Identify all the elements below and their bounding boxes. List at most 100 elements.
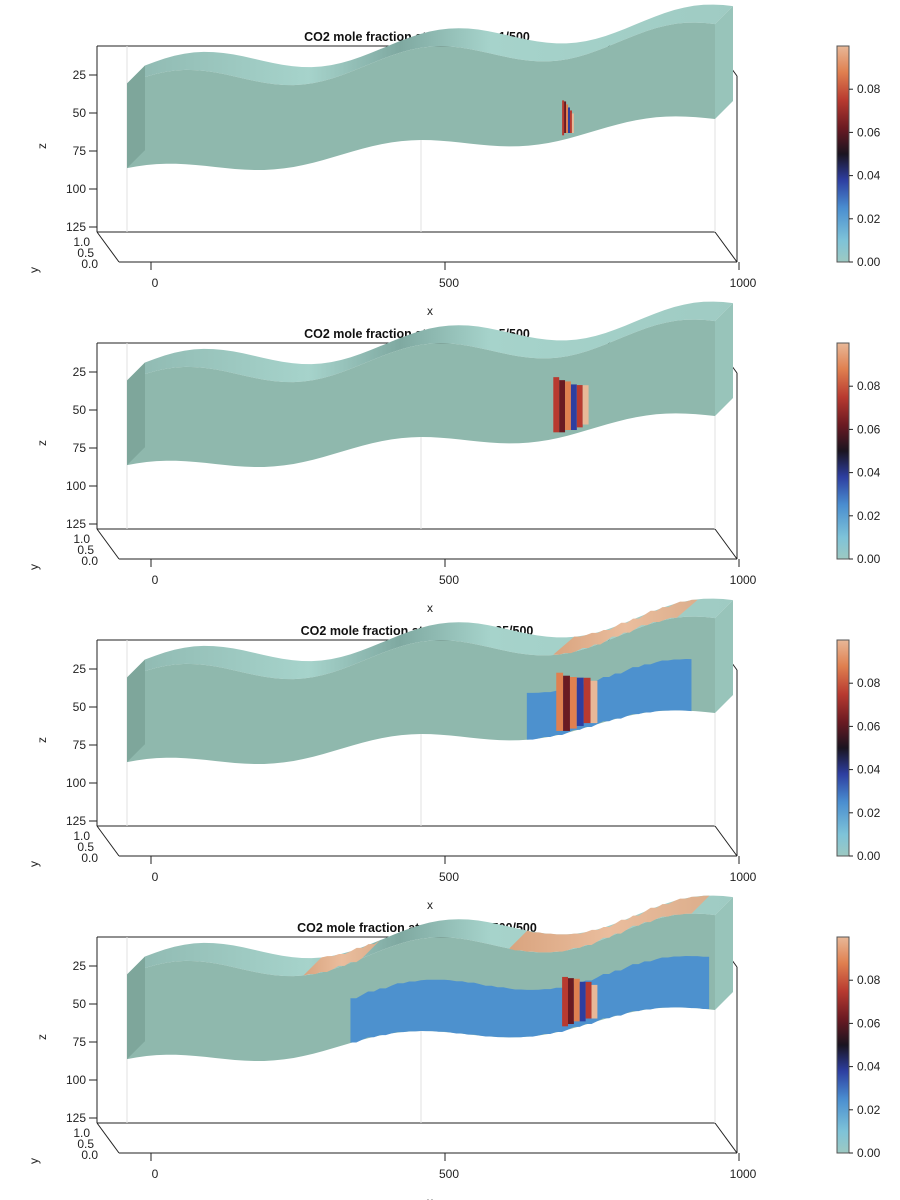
x-tick-label: 500 <box>439 870 459 884</box>
co2-spread-zone <box>350 956 710 1043</box>
z-tick-label: 125 <box>66 1111 86 1125</box>
chart-panel-3: CO2 mole fraction at report step 25/5002… <box>27 598 881 912</box>
y-tick-label: 1.0 <box>73 532 90 546</box>
colorbar <box>836 342 850 560</box>
co2-plume-column <box>568 107 570 134</box>
colorbar-tick-label: 0.00 <box>857 255 881 269</box>
co2-plume-column <box>571 113 574 134</box>
co2-plume-column <box>568 978 574 1025</box>
co2-plume-column <box>573 978 580 1022</box>
reservoir-top-surface <box>127 301 733 383</box>
reservoir-front-face <box>127 22 715 171</box>
colorbar <box>836 936 850 1154</box>
y-axis-label: y <box>27 564 41 570</box>
co2-plume-column <box>553 377 560 433</box>
z-tick-label: 125 <box>66 814 86 828</box>
reservoir-right-face <box>715 6 733 120</box>
x-tick-label: 500 <box>439 1167 459 1181</box>
co2-plume-column <box>569 676 577 729</box>
z-tick-label: 50 <box>73 997 87 1011</box>
reservoir-right-face <box>715 303 733 417</box>
z-tick-label: 25 <box>73 959 87 973</box>
reservoir-top-surface <box>127 4 733 86</box>
y-tick-label: 0.0 <box>81 257 98 271</box>
z-tick-label: 100 <box>66 182 86 196</box>
z-tick-label: 50 <box>73 403 87 417</box>
y-tick-label: 0.5 <box>77 246 94 260</box>
x-tick-label: 500 <box>439 276 459 290</box>
y-tick-label: 0.0 <box>81 851 98 865</box>
reservoir-right-face <box>715 897 733 1011</box>
reservoir-left-face <box>127 362 145 466</box>
colorbar-tick-label: 0.06 <box>857 125 881 139</box>
z-axis-label: z <box>35 440 49 446</box>
z-tick-label: 50 <box>73 700 87 714</box>
colorbar-tick-label: 0.02 <box>857 1103 881 1117</box>
y-tick-label: 0.5 <box>77 1137 94 1151</box>
co2-plume-column <box>569 110 572 134</box>
colorbar-tick-label: 0.00 <box>857 849 881 863</box>
y-tick-label: 0.5 <box>77 840 94 854</box>
x-axis-label: x <box>427 601 433 615</box>
z-tick-label: 100 <box>66 1073 86 1087</box>
colorbar <box>836 45 850 263</box>
y-axis-label: y <box>27 1158 41 1164</box>
frame-line <box>96 528 120 560</box>
z-axis-label: z <box>35 737 49 743</box>
x-tick-label: 1000 <box>730 870 757 884</box>
reservoir-front-face <box>127 319 715 468</box>
colorbar-tick-label: 0.02 <box>857 509 881 523</box>
z-tick-label: 50 <box>73 106 87 120</box>
co2-plume-column <box>566 104 569 134</box>
z-tick-label: 75 <box>73 441 87 455</box>
z-tick-label: 25 <box>73 365 87 379</box>
reservoir-left-face <box>127 956 145 1060</box>
frame-line <box>714 825 738 857</box>
co2-plume-column <box>576 385 583 428</box>
reservoir-left-face <box>127 659 145 763</box>
z-tick-label: 100 <box>66 776 86 790</box>
z-tick-label: 100 <box>66 479 86 493</box>
colorbar-tick-label: 0.08 <box>857 973 881 987</box>
colorbar-tick-label: 0.04 <box>857 466 881 480</box>
co2-plume-column <box>562 976 568 1027</box>
y-axis-label: y <box>27 861 41 867</box>
chart-panel-1: CO2 mole fraction at report step 1/50025… <box>27 4 881 318</box>
y-tick-label: 0.0 <box>81 554 98 568</box>
co2-plume-column <box>590 680 598 724</box>
z-tick-label: 125 <box>66 220 86 234</box>
co2-cap-plume <box>553 599 698 655</box>
frame-line <box>714 1122 738 1154</box>
y-tick-label: 0.0 <box>81 1148 98 1162</box>
z-tick-label: 25 <box>73 68 87 82</box>
co2-plume-column <box>585 981 592 1019</box>
colorbar-tick-label: 0.04 <box>857 763 881 777</box>
y-tick-label: 1.0 <box>73 1126 90 1140</box>
z-axis-label: z <box>35 143 49 149</box>
co2-plume-column <box>570 384 577 431</box>
colorbar-tick-label: 0.02 <box>857 806 881 820</box>
x-tick-label: 500 <box>439 573 459 587</box>
co2-cap-plume <box>509 895 710 953</box>
x-tick-label: 0 <box>152 870 159 884</box>
reservoir-top-surface <box>127 895 733 977</box>
y-axis-label: y <box>27 267 41 273</box>
x-tick-label: 1000 <box>730 1167 757 1181</box>
x-tick-label: 1000 <box>730 276 757 290</box>
frame-line <box>96 1122 120 1154</box>
colorbar-tick-label: 0.04 <box>857 169 881 183</box>
z-axis-label: z <box>35 1034 49 1040</box>
co2-cap-plume <box>303 940 381 976</box>
co2-plume-column <box>579 981 586 1022</box>
colorbar <box>836 639 850 857</box>
x-axis-label: x <box>427 1195 433 1200</box>
co2-plume-column <box>564 101 567 134</box>
reservoir-top-surface <box>127 598 733 680</box>
co2-plume-column <box>591 984 598 1019</box>
colorbar-tick-label: 0.06 <box>857 422 881 436</box>
x-tick-label: 0 <box>152 1167 159 1181</box>
x-tick-label: 1000 <box>730 573 757 587</box>
x-tick-label: 0 <box>152 276 159 290</box>
z-tick-label: 125 <box>66 517 86 531</box>
